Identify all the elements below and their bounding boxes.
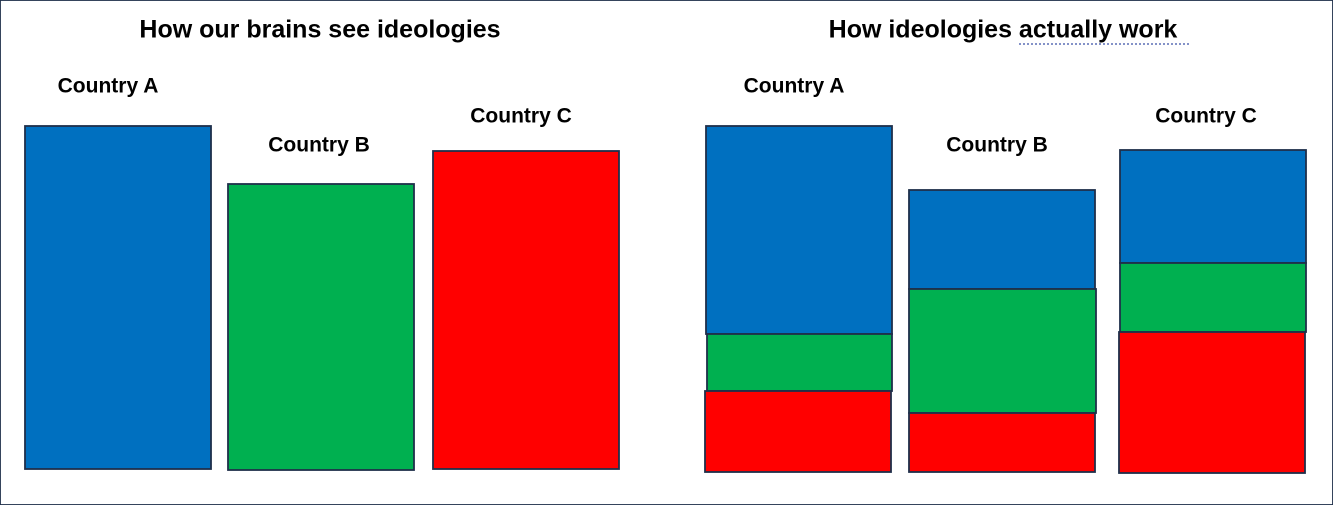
country-label: Country A [744,75,845,98]
block-blue [908,189,1096,290]
block-blue [24,125,212,470]
right-title: How ideologies actually work [829,16,1178,44]
country-label: Country A [58,75,159,98]
block-green [706,333,893,392]
block-blue [1119,149,1307,264]
block-red [704,390,892,473]
block-blue [705,125,893,335]
block-red [1118,331,1306,474]
block-green [1119,262,1307,333]
block-green [227,183,415,471]
block-green [908,288,1097,414]
block-red [908,412,1096,473]
country-label: Country C [1155,105,1257,128]
left-title: How our brains see ideologies [139,16,500,44]
country-label: Country B [268,134,370,157]
country-label: Country B [946,134,1048,157]
block-red [432,150,620,470]
country-label: Country C [470,105,572,128]
